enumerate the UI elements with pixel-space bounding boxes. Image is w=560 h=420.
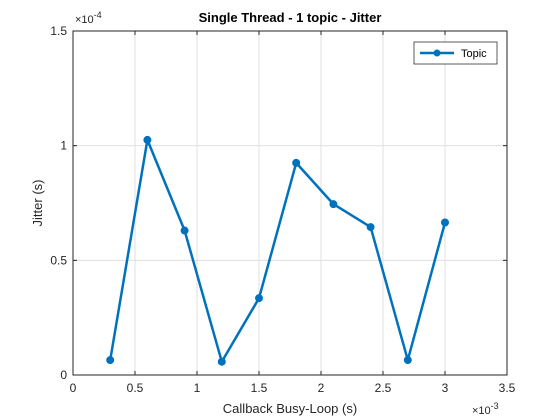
legend-entry-topic: Topic bbox=[461, 48, 487, 60]
data-point bbox=[217, 357, 226, 366]
x-tick-label: 0.5 bbox=[127, 381, 144, 395]
x-exponent-base: ×10 bbox=[472, 405, 491, 417]
x-tick-label: 3.5 bbox=[499, 381, 516, 395]
y-exponent-power: -4 bbox=[94, 10, 102, 20]
x-tick-label: 3 bbox=[442, 381, 449, 395]
x-axis-label: Callback Busy-Loop (s) bbox=[223, 401, 357, 416]
data-point bbox=[329, 200, 338, 209]
series-layer bbox=[106, 135, 449, 366]
data-point bbox=[255, 294, 263, 303]
data-point bbox=[143, 135, 152, 144]
y-tick-label: 0.5 bbox=[50, 253, 67, 267]
y-axis-label: Jitter (s) bbox=[30, 180, 45, 227]
y-tick-label: 1 bbox=[60, 139, 67, 153]
x-tick-label: 0 bbox=[70, 381, 77, 395]
y-exponent-base: ×10 bbox=[75, 14, 94, 26]
data-point bbox=[180, 226, 189, 235]
data-point bbox=[292, 158, 301, 167]
legend: Topic bbox=[413, 41, 498, 65]
legend-marker-swatch bbox=[433, 49, 441, 57]
data-point bbox=[366, 223, 375, 232]
legend-box bbox=[413, 41, 498, 65]
series-line-topic bbox=[108, 138, 447, 363]
x-tick-label: 2.5 bbox=[375, 381, 392, 395]
y-axis-exponent: ×10-4 bbox=[75, 10, 102, 26]
x-tick-label: 2 bbox=[318, 381, 325, 395]
data-point bbox=[441, 218, 449, 227]
x-tick-label: 1.5 bbox=[251, 381, 268, 395]
x-tick-label: 1 bbox=[194, 381, 201, 395]
x-axis-exponent: ×10-3 bbox=[472, 401, 499, 417]
y-tick-label: 1.5 bbox=[50, 24, 67, 38]
data-point bbox=[106, 356, 115, 365]
axis-ticks: 0 0.5 1 1.5 2 2.5 3 3.5 0 0.5 1 1.5 bbox=[50, 24, 515, 395]
chart-title: Single Thread - 1 topic - Jitter bbox=[199, 10, 382, 25]
data-point bbox=[403, 356, 412, 365]
x-exponent-power: -3 bbox=[491, 401, 499, 411]
plot-area-border bbox=[72, 30, 508, 376]
y-tick-label: 0 bbox=[60, 368, 67, 382]
